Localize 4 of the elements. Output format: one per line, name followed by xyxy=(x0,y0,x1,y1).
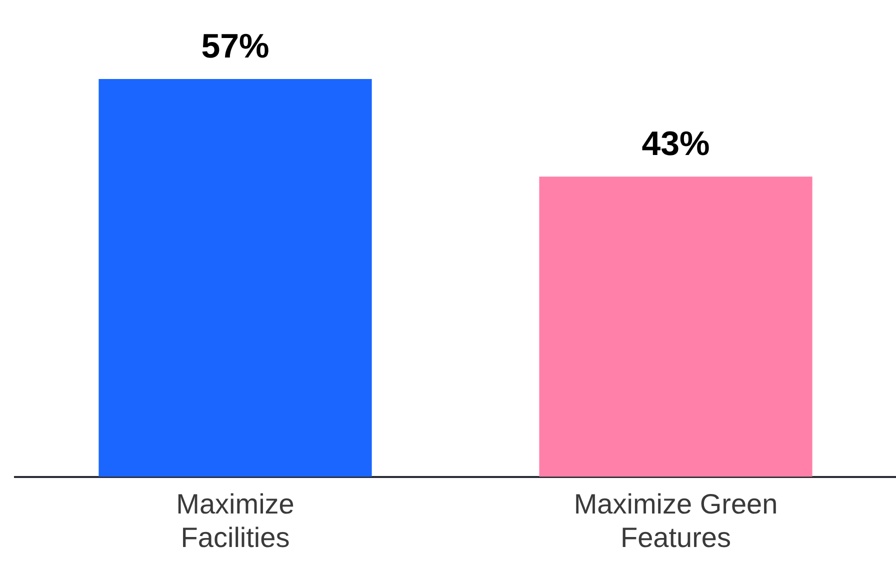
data-label: 57% xyxy=(201,27,270,66)
data-label: 43% xyxy=(642,125,710,164)
x-tick-label: Maximize Green Features xyxy=(574,488,778,553)
x-tick-label: Maximize Facilities xyxy=(176,488,294,553)
